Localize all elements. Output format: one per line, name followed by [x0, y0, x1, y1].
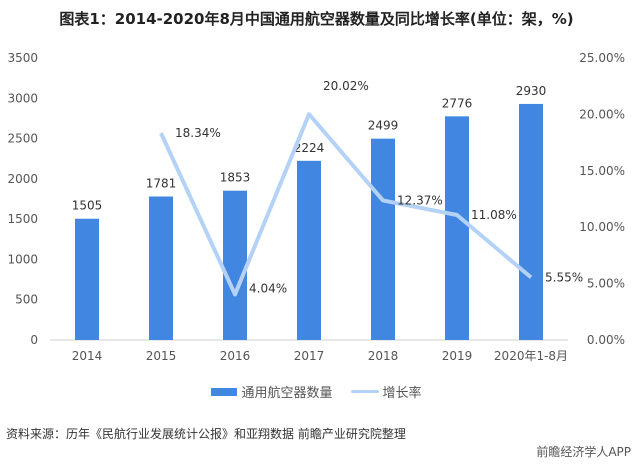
- x-tick-label: 2017: [294, 349, 325, 363]
- bar-data-label: 2776: [442, 96, 473, 110]
- x-tick-label: 2020年1-8月: [494, 349, 568, 363]
- x-tick-label: 2018: [368, 349, 399, 363]
- legend: 通用航空器数量 增长率: [0, 382, 633, 401]
- left-tick-label: 0: [30, 333, 38, 347]
- line-data-label: 20.02%: [323, 79, 369, 93]
- line-data-label: 12.37%: [397, 193, 443, 207]
- left-tick-label: 1500: [7, 212, 38, 226]
- x-tick-label: 2016: [220, 349, 251, 363]
- chart-plot: 0 500 1000 1500 2000 2500 3000 3500 0.00% 5.00% 10…: [7, 51, 625, 363]
- bar: [445, 116, 469, 341]
- x-tick-label: 2019: [442, 349, 473, 363]
- brand-watermark: 前瞻经济学人APP: [536, 445, 631, 459]
- right-tick-label: 0.00%: [587, 333, 625, 347]
- bar: [223, 190, 247, 340]
- bar: [297, 160, 321, 340]
- legend-swatch-line: [350, 390, 379, 393]
- bar: [371, 138, 395, 340]
- source-note: 资料来源：历年《民航行业发展统计公报》和亚翔数据 前瞻产业研究院整理: [6, 427, 406, 441]
- growth-rate-line: [159, 112, 533, 297]
- right-tick-label: 10.00%: [579, 220, 625, 234]
- bar-data-label: 2499: [368, 119, 399, 133]
- line-data-label: 4.04%: [249, 281, 287, 295]
- line-data-label: 18.34%: [175, 126, 221, 140]
- right-tick-label: 20.00%: [579, 107, 625, 121]
- left-tick-label: 3000: [7, 91, 38, 105]
- bar-data-label: 1505: [72, 199, 103, 213]
- legend-label-line: 增长率: [382, 386, 422, 401]
- left-tick-label: 2000: [7, 172, 38, 186]
- line-data-label: 11.08%: [471, 208, 517, 222]
- left-tick-label: 2500: [7, 132, 38, 146]
- left-tick-label: 500: [15, 293, 38, 307]
- x-tick-label: 2015: [146, 349, 177, 363]
- bar: [75, 218, 99, 340]
- legend-label-bar: 通用航空器数量: [241, 386, 333, 401]
- bar-data-label: 1853: [220, 171, 251, 185]
- legend-item-line[interactable]: 增长率: [350, 382, 422, 401]
- bar-data-label: 2224: [294, 141, 325, 155]
- x-tick-label: 2014: [72, 349, 103, 363]
- left-tick-label: 3500: [7, 51, 38, 65]
- left-tick-label: 1000: [7, 252, 38, 266]
- line-data-label: 5.55%: [545, 270, 583, 284]
- right-tick-label: 25.00%: [579, 51, 625, 65]
- bar: [149, 196, 173, 340]
- right-tick-label: 15.00%: [579, 164, 625, 178]
- legend-swatch-bar: [211, 387, 238, 396]
- legend-item-bar[interactable]: 通用航空器数量: [211, 382, 333, 401]
- chart-title: 图表1：2014-2020年8月中国通用航空器数量及同比增长率(单位：架，%): [59, 10, 574, 28]
- bar-data-label: 2930: [516, 84, 547, 98]
- right-tick-label: 5.00%: [587, 277, 625, 291]
- bar: [519, 103, 543, 340]
- bar-data-label: 1781: [146, 177, 177, 191]
